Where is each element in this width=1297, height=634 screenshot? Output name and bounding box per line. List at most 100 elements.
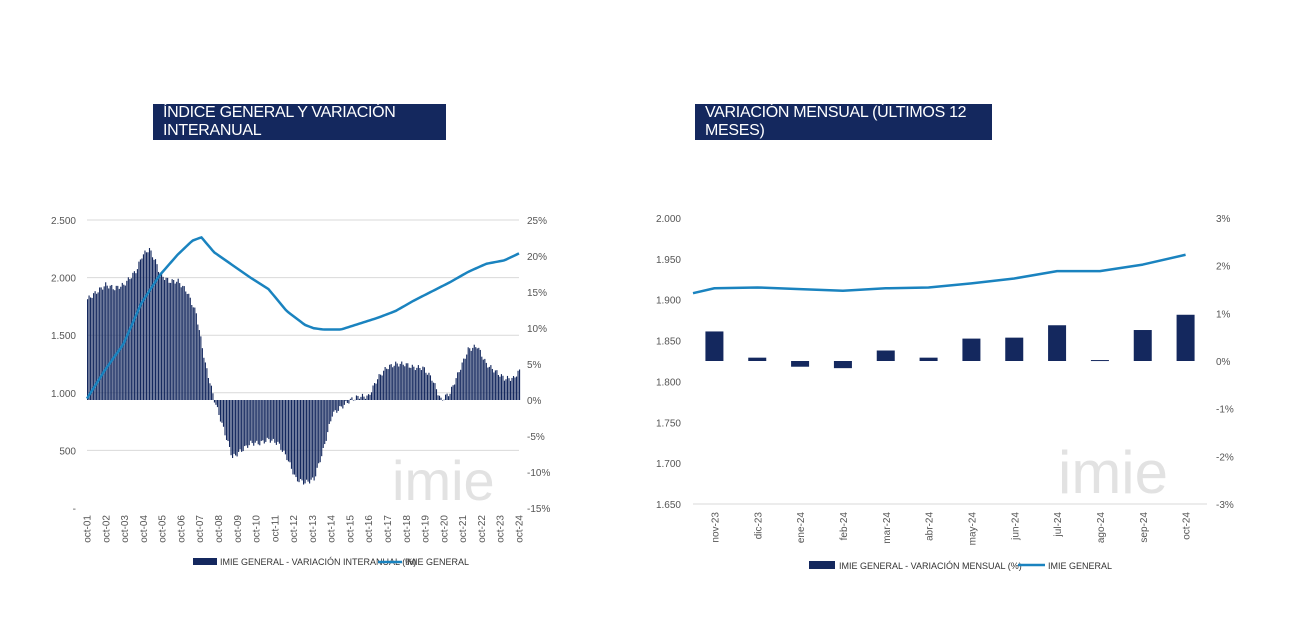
bar <box>145 252 148 400</box>
x-tick-label: oct-10 <box>252 515 263 543</box>
bar <box>200 336 202 400</box>
bar <box>206 368 208 400</box>
y-right-tick-label: 3% <box>1216 214 1231 225</box>
bar <box>90 297 92 400</box>
bar <box>455 378 457 400</box>
bar <box>159 274 161 400</box>
y-right-tick-label: -5% <box>527 432 545 443</box>
bar <box>242 400 244 452</box>
watermark: imie <box>392 449 495 512</box>
bar <box>482 359 484 400</box>
bar <box>148 248 151 400</box>
bar <box>87 299 89 400</box>
bar <box>151 257 154 400</box>
bar <box>390 364 392 400</box>
bar <box>224 400 226 436</box>
bar <box>156 264 158 400</box>
bar <box>331 400 333 417</box>
bar <box>154 259 157 400</box>
bar <box>431 380 433 400</box>
bar <box>493 372 495 400</box>
bar <box>212 393 214 400</box>
bar <box>404 366 406 400</box>
bar <box>330 400 332 422</box>
bar <box>103 286 105 400</box>
bar <box>133 271 135 400</box>
x-tick-label: ago-24 <box>1096 512 1107 544</box>
bar <box>422 366 424 400</box>
bar <box>345 400 347 402</box>
y-right-tick-label: -1% <box>1216 405 1234 416</box>
bar <box>274 400 276 443</box>
bar <box>351 397 353 400</box>
bar <box>235 400 237 456</box>
y-right-tick-label: -15% <box>527 504 550 515</box>
bar <box>358 398 361 400</box>
bar <box>383 370 385 400</box>
bar <box>327 400 329 433</box>
bar <box>387 369 389 400</box>
bar <box>189 297 191 400</box>
bar <box>293 400 296 475</box>
bar <box>367 394 370 400</box>
x-tick-label: oct-19 <box>421 515 432 543</box>
bar <box>441 400 444 401</box>
bar <box>876 350 895 361</box>
bar <box>407 363 409 400</box>
bar <box>352 400 354 401</box>
legend-label: IMIE GENERAL - VARIACIÓN MENSUAL (%) <box>839 561 1022 571</box>
x-tick-label: oct-24 <box>515 515 526 543</box>
bar <box>469 348 471 400</box>
chart-annual: 2.500 2.000 1.500 1.000 500 - 25% 20% 15% 10% 5% 0%… <box>51 216 550 567</box>
y-left-tick-label: 1.900 <box>656 296 681 307</box>
bar <box>228 400 231 447</box>
bar <box>748 357 767 361</box>
bar <box>1090 360 1109 362</box>
bar <box>413 366 415 400</box>
bar <box>444 394 447 400</box>
bar <box>514 377 516 400</box>
bar <box>173 280 175 400</box>
bar <box>333 400 335 412</box>
bar <box>519 369 521 400</box>
legend-bar-swatch <box>809 561 835 569</box>
bar <box>452 385 454 400</box>
bar <box>457 372 459 400</box>
bar <box>180 287 182 400</box>
bar <box>306 400 308 480</box>
bar <box>203 357 205 400</box>
bar <box>186 293 188 400</box>
x-tick-label: oct-11 <box>270 515 281 542</box>
chart-title-annual: ÍNDICE GENERAL Y VARIACIÓN INTERANUAL <box>153 104 446 140</box>
bar <box>313 400 315 481</box>
bar <box>470 350 472 400</box>
bar <box>392 367 394 400</box>
bar <box>135 273 137 400</box>
bar <box>254 400 256 443</box>
bar <box>170 282 172 400</box>
bar <box>213 400 216 403</box>
bar <box>111 284 113 400</box>
bar <box>257 400 259 445</box>
bar <box>126 280 128 400</box>
bar <box>262 400 264 441</box>
x-tick-label: oct-15 <box>345 515 356 543</box>
bar <box>88 295 90 400</box>
bar <box>420 370 422 400</box>
bar <box>174 283 176 400</box>
bar <box>502 375 504 400</box>
bar <box>91 297 93 400</box>
bar <box>458 372 460 400</box>
bar <box>833 361 852 369</box>
bar <box>117 285 119 400</box>
x-tick-label: oct-03 <box>120 515 131 543</box>
bar <box>292 400 294 475</box>
bar <box>348 400 350 404</box>
bar <box>233 400 235 454</box>
y-right-tick-label: -2% <box>1216 452 1234 463</box>
chart-monthly: 2.000 1.950 1.900 1.850 1.800 1.750 1.700 1.650… <box>656 214 1234 571</box>
bar <box>115 285 117 400</box>
bar <box>100 287 102 400</box>
x-tick-label: oct-18 <box>402 515 413 543</box>
bar <box>396 363 398 400</box>
